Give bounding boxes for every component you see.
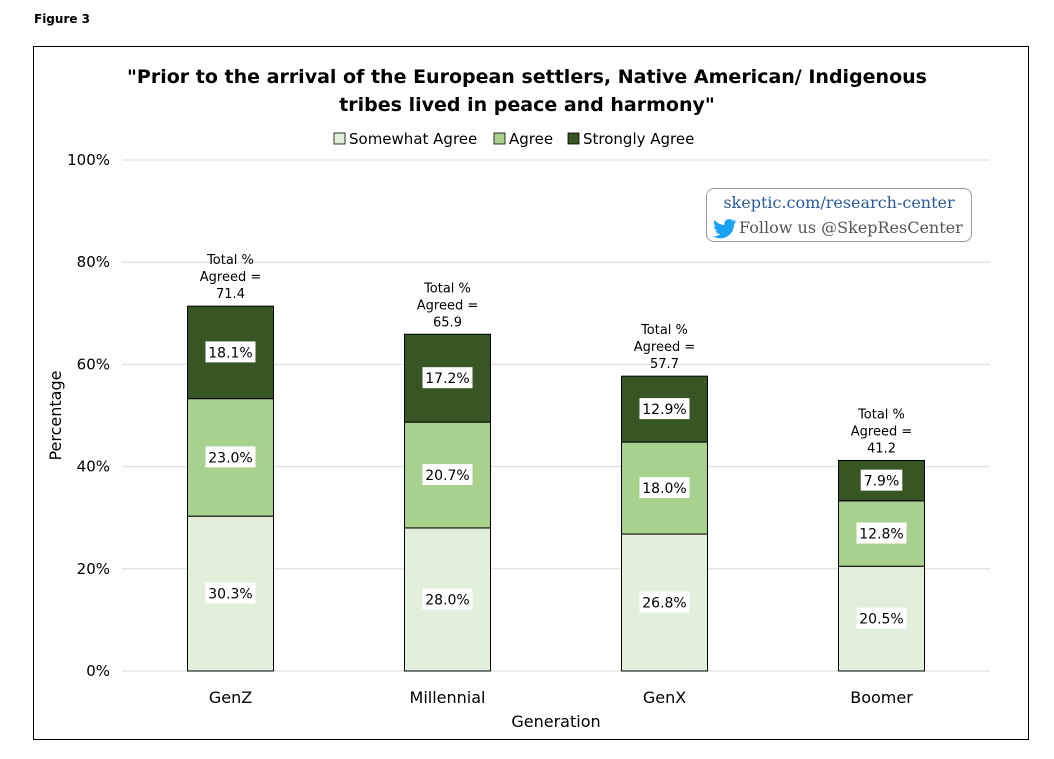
total-annotation: Total % <box>640 323 688 338</box>
data-label-box <box>860 469 903 491</box>
watermark-follow: Follow us @SkepResCenter <box>739 218 963 237</box>
total-annotation: Total % <box>857 407 905 422</box>
data-label-box <box>205 446 256 468</box>
total-annotation: 71.4 <box>216 287 245 302</box>
chart-title-line-1: "Prior to the arrival of the European se… <box>127 66 927 88</box>
data-label-box <box>639 477 690 499</box>
chart-title-line-2: tribes lived in peace and harmony" <box>339 94 715 116</box>
x-tick-label: GenZ <box>209 688 252 707</box>
data-label-box <box>856 607 907 629</box>
chart-frame <box>33 46 1029 740</box>
x-axis-title: Generation <box>511 712 600 731</box>
data-label: 20.7% <box>425 468 469 484</box>
data-label: 7.9% <box>864 474 900 490</box>
y-tick-label: 20% <box>77 560 110 578</box>
data-label: 18.0% <box>642 481 686 497</box>
data-label: 26.8% <box>642 596 686 612</box>
total-annotation: Agreed = <box>417 298 478 313</box>
data-label: 12.8% <box>859 527 903 543</box>
total-annotation: Agreed = <box>851 424 912 439</box>
watermark-box: skeptic.com/research-center Follow us @S… <box>706 188 972 242</box>
data-label-box <box>205 341 256 363</box>
data-label-box <box>856 522 907 544</box>
legend-label: Strongly Agree <box>583 130 694 148</box>
data-label: 20.5% <box>859 612 903 628</box>
y-tick-label: 100% <box>67 151 110 169</box>
legend-swatch <box>567 132 580 145</box>
y-tick-label: 80% <box>77 253 110 271</box>
total-annotation: 65.9 <box>433 315 462 330</box>
data-label-box <box>639 591 690 613</box>
legend-swatch <box>493 132 506 145</box>
y-tick-label: 40% <box>77 458 110 476</box>
twitter-bird-icon <box>713 219 737 239</box>
total-annotation: 41.2 <box>867 441 896 456</box>
data-label: 18.1% <box>208 345 252 361</box>
data-label: 30.3% <box>208 587 252 603</box>
total-annotation: Total % <box>206 253 254 268</box>
y-axis-title: Percentage <box>46 370 65 460</box>
total-annotation: Agreed = <box>634 340 695 355</box>
data-label-box <box>422 588 473 610</box>
y-tick-label: 0% <box>86 662 110 680</box>
data-label: 17.2% <box>425 371 469 387</box>
figure-label: Figure 3 <box>34 12 91 26</box>
data-label: 28.0% <box>425 592 469 608</box>
data-label-box <box>422 464 473 486</box>
legend-label: Agree <box>509 130 553 148</box>
total-annotation: Total % <box>423 281 471 296</box>
data-label-box <box>422 367 473 389</box>
data-label-box <box>639 398 690 420</box>
x-tick-label: Millennial <box>410 688 486 707</box>
y-tick-label: 60% <box>77 355 110 373</box>
total-annotation: 57.7 <box>650 357 679 372</box>
data-label: 12.9% <box>642 402 686 418</box>
legend-label: Somewhat Agree <box>349 130 477 148</box>
total-annotation: Agreed = <box>200 270 261 285</box>
x-tick-label: GenX <box>643 688 686 707</box>
legend-swatch <box>333 132 346 145</box>
data-label: 23.0% <box>208 450 252 466</box>
x-tick-label: Boomer <box>850 688 913 707</box>
data-label-box <box>205 582 256 604</box>
watermark-site: skeptic.com/research-center <box>723 193 955 212</box>
